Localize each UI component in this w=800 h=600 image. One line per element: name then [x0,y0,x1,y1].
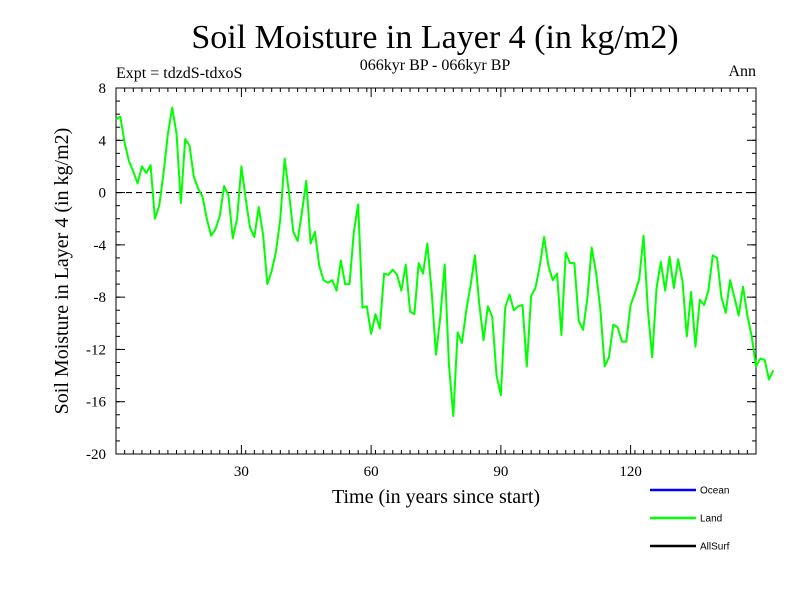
y-tick-label: -20 [86,447,106,463]
x-tick-label: 60 [364,464,379,480]
chart-title: Soil Moisture in Layer 4 (in kg/m2) [191,19,678,56]
chart-subtitle: 066kyr BP - 066kyr BP [360,57,511,74]
legend-label-allsurf: AllSurf [700,542,730,553]
plot-area: 30 60 90 120 8 4 0 -4 -8 -12 -16 -20 [86,81,775,480]
y-tick-label: 8 [99,81,107,97]
y-tick-label: -4 [94,238,107,254]
y-tick-label: 0 [99,186,107,202]
legend-label-land: Land [700,514,722,525]
legend: Ocean Land AllSurf [650,486,730,553]
x-tick-label: 120 [619,464,642,480]
x-axis-label: Time (in years since start) [332,486,540,508]
y-tick-label: -16 [86,395,106,411]
y-axis-label: Soil Moisture in Layer 4 (in kg/m2) [51,128,73,415]
y-tick-label: -8 [94,290,107,306]
y-tick-label: -12 [86,342,106,358]
season-label: Ann [728,63,756,80]
legend-label-ocean: Ocean [700,486,729,497]
x-tick-label: 30 [234,464,249,480]
experiment-label: Expt = tdzdS-tdxoS [116,65,242,82]
x-tick-label: 90 [493,464,508,480]
y-tick-label: 4 [99,133,107,149]
series-line-land [115,106,775,418]
